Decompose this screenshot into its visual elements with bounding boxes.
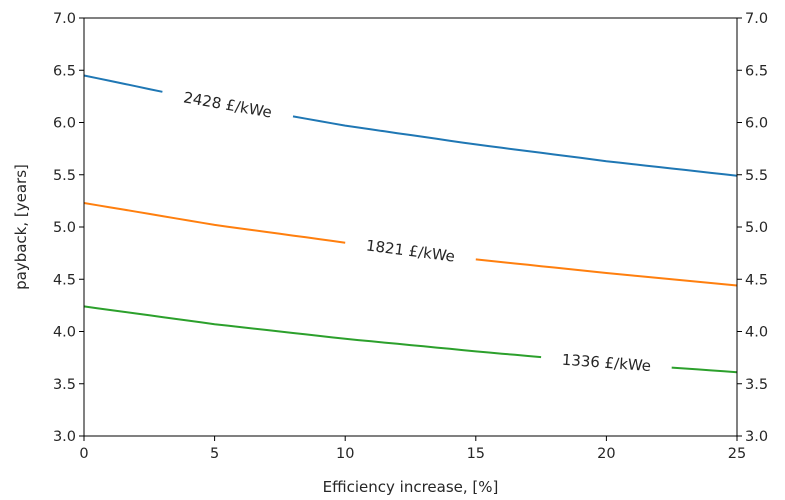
y-tick-label-left: 6.0 — [53, 116, 76, 132]
y-tick-label-left: 4.5 — [53, 272, 76, 288]
series-line-3 — [671, 366, 738, 374]
y-tick-label-right: 3.5 — [745, 377, 768, 393]
series-label-2: 1821 £/kWe — [365, 236, 456, 265]
y-tick-label-right: 3.0 — [745, 429, 768, 445]
y-tick-label-right: 5.5 — [745, 168, 768, 184]
y-tick-label-left: 5.5 — [53, 168, 76, 184]
series-line-2 — [475, 258, 738, 287]
y-tick-label-right: 6.5 — [745, 63, 768, 79]
y-tick-label-left: 7.0 — [53, 11, 76, 27]
curve-labels-layer: 2428 £/kWe 1821 £/kWe 1336 £/kWe — [182, 88, 652, 375]
series-label-1: 2428 £/kWe — [182, 88, 273, 121]
y-tick-label-left: 3.0 — [53, 429, 76, 445]
y-tick-label-left: 3.5 — [53, 377, 76, 393]
series-label-3: 1336 £/kWe — [561, 351, 651, 375]
y-tick-label-right: 4.0 — [745, 325, 768, 341]
series-line-1 — [83, 74, 163, 93]
x-tick-label: 20 — [597, 446, 615, 462]
y-tick-label-right: 7.0 — [745, 11, 768, 27]
curves-layer — [83, 74, 738, 374]
x-tick-label: 25 — [728, 446, 746, 462]
y-tick-label-right: 5.0 — [745, 220, 768, 236]
series-line-2 — [83, 202, 346, 244]
x-tick-label: 15 — [467, 446, 485, 462]
x-tick-label: 0 — [79, 446, 88, 462]
y-tick-label-right: 6.0 — [745, 116, 768, 132]
axis-ticks: 0 5 10 15 20 253.0 3.03.5 3.54.0 4.04.5 4.55.0 5.0… — [53, 11, 768, 462]
y-tick-label-left: 4.0 — [53, 325, 76, 341]
y-tick-label-left: 5.0 — [53, 220, 76, 236]
y-tick-label-right: 4.5 — [745, 272, 768, 288]
x-axis-label: Efficiency increase, [%] — [323, 478, 499, 496]
y-axis-label: payback, [years] — [12, 164, 30, 290]
y-tick-label-left: 6.5 — [53, 63, 76, 79]
x-tick-label: 5 — [210, 446, 219, 462]
x-tick-label: 10 — [336, 446, 354, 462]
series-line-3 — [83, 305, 542, 359]
series-line-1 — [292, 115, 738, 177]
